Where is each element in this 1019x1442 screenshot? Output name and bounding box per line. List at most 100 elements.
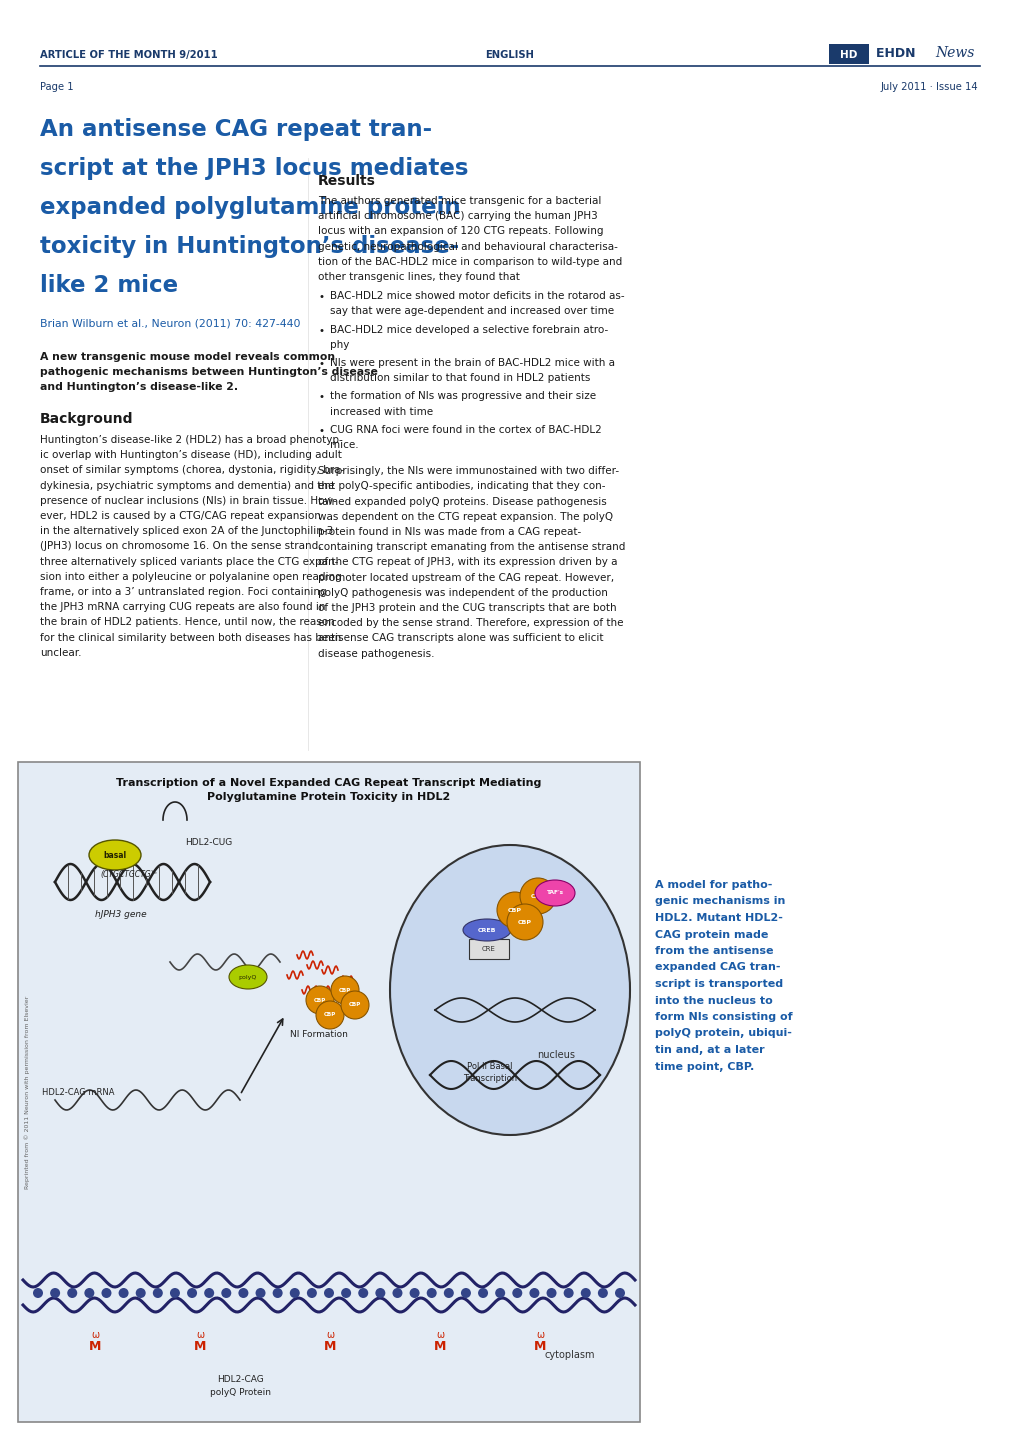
Text: •: • — [319, 326, 325, 336]
Text: expanded polyglutamine protein: expanded polyglutamine protein — [40, 196, 461, 219]
Text: tin and, at a later: tin and, at a later — [654, 1045, 764, 1056]
FancyBboxPatch shape — [18, 761, 639, 1422]
Text: basal: basal — [103, 851, 126, 859]
Text: (CTGCTGCTG)ⁿ: (CTGCTGCTG)ⁿ — [100, 870, 157, 880]
Circle shape — [494, 1288, 504, 1298]
Text: •: • — [319, 359, 325, 369]
Text: mice.: mice. — [330, 440, 359, 450]
Circle shape — [506, 904, 542, 940]
Text: CBP: CBP — [324, 1012, 336, 1018]
Text: Page 1: Page 1 — [40, 82, 73, 92]
Text: polyQ protein, ubiqui-: polyQ protein, ubiqui- — [654, 1028, 791, 1038]
Text: Surprisingly, the NIs were immunostained with two differ-: Surprisingly, the NIs were immunostained… — [318, 466, 619, 476]
Text: from the antisense: from the antisense — [654, 946, 772, 956]
Text: dykinesia, psychiatric symptoms and dementia) and the: dykinesia, psychiatric symptoms and deme… — [40, 480, 334, 490]
Text: ω: ω — [91, 1330, 99, 1340]
Ellipse shape — [535, 880, 575, 906]
Text: pathogenic mechanisms between Huntington’s disease: pathogenic mechanisms between Huntington… — [40, 368, 377, 376]
Circle shape — [392, 1288, 403, 1298]
Text: and Huntington’s disease-like 2.: and Huntington’s disease-like 2. — [40, 382, 237, 392]
Text: three alternatively spliced variants place the CTG expan-: three alternatively spliced variants pla… — [40, 557, 338, 567]
Circle shape — [478, 1288, 487, 1298]
Circle shape — [272, 1288, 282, 1298]
Text: the formation of NIs was progressive and their size: the formation of NIs was progressive and… — [330, 391, 595, 401]
Text: TAF's: TAF's — [546, 891, 564, 895]
Text: the brain of HDL2 patients. Hence, until now, the reason: the brain of HDL2 patients. Hence, until… — [40, 617, 334, 627]
Circle shape — [256, 1288, 265, 1298]
Text: Transcription of a Novel Expanded CAG Repeat Transcript Mediating: Transcription of a Novel Expanded CAG Re… — [116, 779, 541, 787]
Circle shape — [358, 1288, 368, 1298]
Circle shape — [170, 1288, 179, 1298]
Text: unclear.: unclear. — [40, 647, 82, 658]
Circle shape — [136, 1288, 146, 1298]
Text: HDL2-CAG: HDL2-CAG — [216, 1376, 263, 1384]
Text: into the nucleus to: into the nucleus to — [654, 995, 772, 1005]
Text: Results: Results — [318, 174, 376, 187]
Text: polyQ: polyQ — [238, 975, 257, 979]
Circle shape — [426, 1288, 436, 1298]
FancyBboxPatch shape — [469, 939, 508, 959]
Text: HDL2-CAG mRNA: HDL2-CAG mRNA — [42, 1089, 114, 1097]
Text: of the JPH3 protein and the CUG transcripts that are both: of the JPH3 protein and the CUG transcri… — [318, 603, 616, 613]
Text: tained expanded polyQ proteins. Disease pathogenesis: tained expanded polyQ proteins. Disease … — [318, 496, 606, 506]
Text: presence of nuclear inclusions (NIs) in brain tissue. How-: presence of nuclear inclusions (NIs) in … — [40, 496, 336, 506]
Text: hJPH3 gene: hJPH3 gene — [95, 910, 147, 919]
Circle shape — [50, 1288, 60, 1298]
Circle shape — [307, 1288, 317, 1298]
Circle shape — [496, 893, 533, 929]
Circle shape — [410, 1288, 419, 1298]
Text: Brian Wilburn et al., Neuron (2011) 70: 427-440: Brian Wilburn et al., Neuron (2011) 70: … — [40, 319, 301, 327]
Ellipse shape — [463, 919, 511, 942]
Text: polyQ Protein: polyQ Protein — [209, 1389, 270, 1397]
Circle shape — [443, 1288, 453, 1298]
Text: CBP: CBP — [518, 920, 532, 924]
Text: HDL2. Mutant HDL2-: HDL2. Mutant HDL2- — [654, 913, 783, 923]
Circle shape — [85, 1288, 95, 1298]
Text: nucleus: nucleus — [536, 1050, 575, 1060]
Text: CBP: CBP — [314, 998, 326, 1002]
Text: M: M — [433, 1340, 445, 1353]
Text: genic mechanisms in: genic mechanisms in — [654, 897, 785, 907]
Circle shape — [118, 1288, 128, 1298]
Text: Huntington’s disease-like 2 (HDL2) has a broad phenotyp-: Huntington’s disease-like 2 (HDL2) has a… — [40, 435, 342, 446]
Text: ENGLISH: ENGLISH — [485, 50, 534, 61]
Text: ω: ω — [535, 1330, 543, 1340]
Text: Background: Background — [40, 412, 133, 425]
Circle shape — [324, 1288, 333, 1298]
Circle shape — [67, 1288, 77, 1298]
Text: promoter located upstream of the CAG repeat. However,: promoter located upstream of the CAG rep… — [318, 572, 613, 583]
Text: CBP: CBP — [348, 1002, 361, 1008]
Text: •: • — [319, 293, 325, 303]
Text: Pol II Basal: Pol II Basal — [467, 1061, 513, 1071]
Text: for the clinical similarity between both diseases has been: for the clinical similarity between both… — [40, 633, 341, 643]
Text: CRE: CRE — [482, 946, 495, 952]
Text: distribution similar to that found in HDL2 patients: distribution similar to that found in HD… — [330, 373, 590, 384]
Text: (JPH3) locus on chromosome 16. On the sense strand,: (JPH3) locus on chromosome 16. On the se… — [40, 541, 321, 551]
Text: NI Formation: NI Formation — [289, 1030, 347, 1040]
Circle shape — [33, 1288, 43, 1298]
Text: CREB: CREB — [477, 927, 496, 933]
Text: EHDN: EHDN — [875, 48, 919, 61]
Circle shape — [564, 1288, 573, 1298]
FancyBboxPatch shape — [828, 45, 868, 63]
Text: A new transgenic mouse model reveals common: A new transgenic mouse model reveals com… — [40, 352, 335, 362]
Circle shape — [186, 1288, 197, 1298]
Circle shape — [375, 1288, 385, 1298]
Circle shape — [520, 878, 555, 914]
Text: ω: ω — [196, 1330, 204, 1340]
Text: protein found in NIs was made from a CAG repeat-: protein found in NIs was made from a CAG… — [318, 526, 581, 536]
Circle shape — [597, 1288, 607, 1298]
Text: CAG protein made: CAG protein made — [654, 930, 767, 940]
Text: sion into either a polyleucine or polyalanine open reading: sion into either a polyleucine or polyal… — [40, 572, 341, 581]
Text: ω: ω — [326, 1330, 334, 1340]
Text: the JPH3 mRNA carrying CUG repeats are also found in: the JPH3 mRNA carrying CUG repeats are a… — [40, 603, 325, 613]
Text: time point, CBP.: time point, CBP. — [654, 1061, 753, 1071]
Text: like 2 mice: like 2 mice — [40, 274, 178, 297]
Text: artificial chromosome (BAC) carrying the human JPH3: artificial chromosome (BAC) carrying the… — [318, 211, 597, 221]
Text: ARTICLE OF THE MONTH 9/2011: ARTICLE OF THE MONTH 9/2011 — [40, 50, 217, 61]
Text: ic overlap with Huntington’s disease (HD), including adult: ic overlap with Huntington’s disease (HD… — [40, 450, 341, 460]
Text: M: M — [194, 1340, 206, 1353]
Text: CBP: CBP — [531, 894, 544, 898]
Text: M: M — [533, 1340, 545, 1353]
Text: Reprinted from © 2011 Neuron with permission from Elsevier: Reprinted from © 2011 Neuron with permis… — [24, 995, 30, 1188]
